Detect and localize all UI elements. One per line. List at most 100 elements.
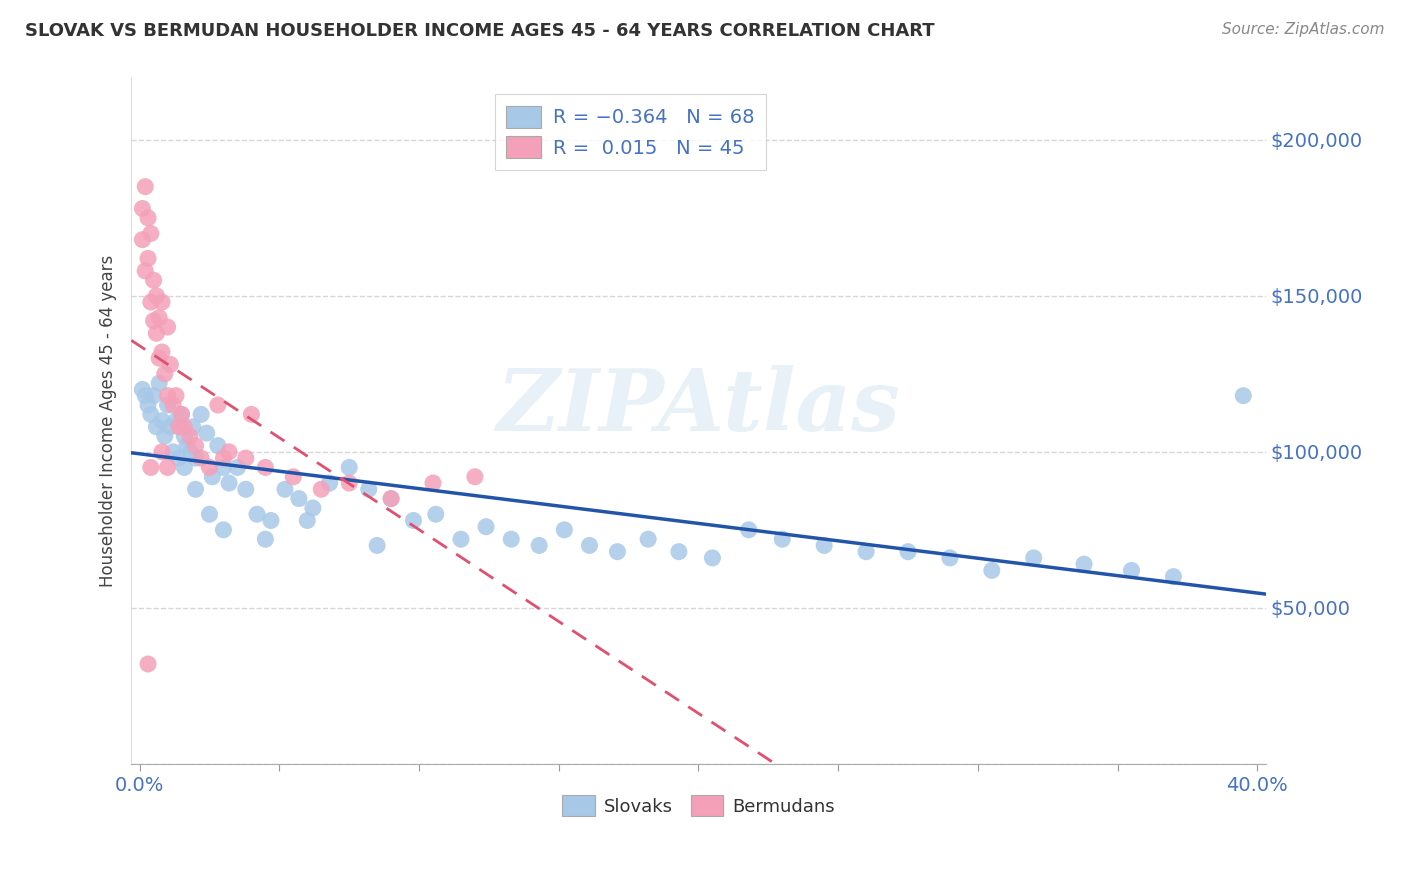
Point <box>173 460 195 475</box>
Point <box>156 320 179 334</box>
Point <box>142 389 165 403</box>
Point <box>159 358 181 372</box>
Point <box>136 211 159 225</box>
Point <box>148 310 170 325</box>
Point <box>145 420 167 434</box>
Point <box>297 513 319 527</box>
Point <box>1163 569 1185 583</box>
Text: SLOVAK VS BERMUDAN HOUSEHOLDER INCOME AGES 45 - 64 YEARS CORRELATION CHART: SLOVAK VS BERMUDAN HOUSEHOLDER INCOME AG… <box>25 22 935 40</box>
Point <box>702 550 724 565</box>
Point <box>148 376 170 391</box>
Point <box>637 532 659 546</box>
Point <box>181 420 204 434</box>
Point <box>136 252 159 266</box>
Point <box>212 460 235 475</box>
Point <box>179 445 201 459</box>
Point <box>260 513 283 527</box>
Point <box>366 538 388 552</box>
Point <box>855 544 877 558</box>
Point <box>139 295 162 310</box>
Point <box>173 429 195 443</box>
Point <box>150 414 173 428</box>
Point <box>134 179 156 194</box>
Point <box>184 439 207 453</box>
Text: ZIPAtlas: ZIPAtlas <box>496 365 900 449</box>
Point <box>150 445 173 459</box>
Point <box>207 398 229 412</box>
Point <box>218 476 240 491</box>
Point <box>212 523 235 537</box>
Point <box>425 507 447 521</box>
Point <box>136 657 159 671</box>
Point <box>402 513 425 527</box>
Point <box>198 507 221 521</box>
Point <box>939 550 962 565</box>
Point <box>668 544 690 558</box>
Point <box>184 451 207 466</box>
Point <box>207 439 229 453</box>
Point <box>288 491 311 506</box>
Point <box>226 460 249 475</box>
Point <box>167 451 190 466</box>
Point <box>235 451 257 466</box>
Point <box>170 408 193 422</box>
Point <box>131 202 153 216</box>
Point <box>475 519 498 533</box>
Point <box>134 264 156 278</box>
Point <box>139 460 162 475</box>
Point <box>190 451 212 466</box>
Point <box>422 476 444 491</box>
Point <box>190 408 212 422</box>
Point <box>897 544 920 558</box>
Point <box>134 389 156 403</box>
Point <box>167 420 190 434</box>
Point <box>184 483 207 497</box>
Point <box>145 326 167 341</box>
Point <box>156 398 179 412</box>
Point <box>738 523 761 537</box>
Point <box>201 470 224 484</box>
Point <box>148 351 170 366</box>
Point <box>165 414 187 428</box>
Point <box>380 491 402 506</box>
Point <box>150 295 173 310</box>
Point <box>131 233 153 247</box>
Point <box>212 451 235 466</box>
Legend: Slovaks, Bermudans: Slovaks, Bermudans <box>555 789 842 823</box>
Point <box>170 408 193 422</box>
Point <box>318 476 340 491</box>
Point <box>1121 563 1143 577</box>
Point <box>283 470 305 484</box>
Point <box>357 483 380 497</box>
Point <box>606 544 628 558</box>
Point <box>337 460 360 475</box>
Point <box>145 289 167 303</box>
Point <box>162 445 184 459</box>
Text: Source: ZipAtlas.com: Source: ZipAtlas.com <box>1222 22 1385 37</box>
Point <box>553 523 575 537</box>
Point <box>176 439 198 453</box>
Point <box>235 483 257 497</box>
Point <box>131 383 153 397</box>
Point <box>274 483 297 497</box>
Point <box>159 420 181 434</box>
Point <box>142 273 165 287</box>
Point <box>1022 550 1045 565</box>
Point <box>179 429 201 443</box>
Point <box>337 476 360 491</box>
Point <box>156 460 179 475</box>
Point <box>813 538 835 552</box>
Point <box>254 460 277 475</box>
Point <box>162 398 184 412</box>
Point <box>136 398 159 412</box>
Point <box>139 408 162 422</box>
Point <box>142 314 165 328</box>
Point <box>380 491 402 506</box>
Point <box>302 500 325 515</box>
Y-axis label: Householder Income Ages 45 - 64 years: Householder Income Ages 45 - 64 years <box>100 254 117 587</box>
Point <box>450 532 472 546</box>
Point <box>770 532 793 546</box>
Point <box>240 408 263 422</box>
Point <box>309 483 332 497</box>
Point <box>156 389 179 403</box>
